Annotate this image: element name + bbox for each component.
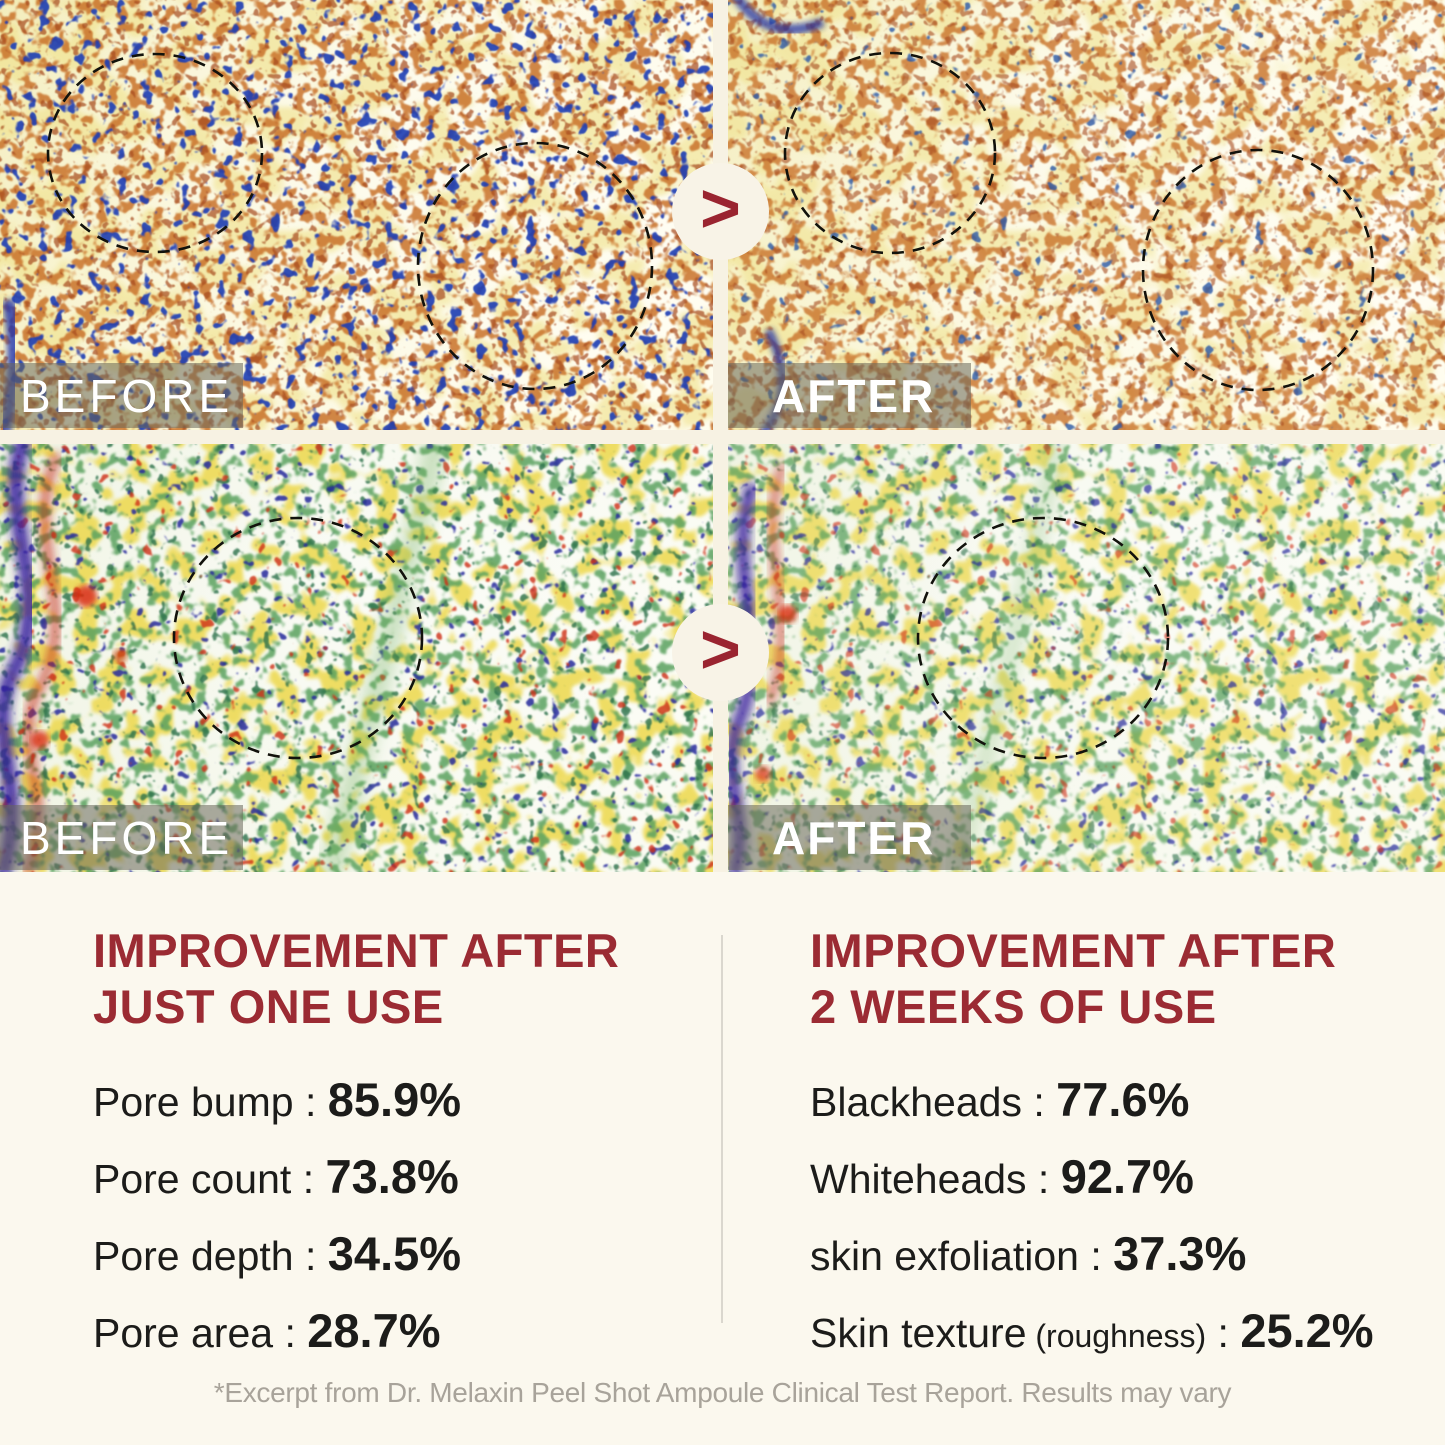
stat-separator: : xyxy=(1206,1309,1241,1356)
stat-row: Pore bump : 85.9% xyxy=(93,1072,673,1127)
stats-column-two-weeks: IMPROVEMENT AFTER 2 WEEKS OF USE Blackhe… xyxy=(810,923,1430,1380)
stat-separator: : xyxy=(291,1155,326,1202)
arrow-badge-bottom: > xyxy=(672,604,769,701)
stat-value: 25.2% xyxy=(1240,1303,1374,1357)
stats-rows: Blackheads : 77.6% Whiteheads : 92.7% sk… xyxy=(810,1072,1430,1358)
stat-separator: : xyxy=(1026,1155,1061,1202)
stat-note: (roughness) xyxy=(1026,1317,1207,1354)
stat-value: 37.3% xyxy=(1113,1226,1247,1280)
dashed-circle-annotation xyxy=(916,516,1170,760)
stat-row: Pore depth : 34.5% xyxy=(93,1226,673,1281)
stat-row: Pore area : 28.7% xyxy=(93,1303,673,1358)
disclaimer-footnote: *Excerpt from Dr. Melaxin Peel Shot Ampo… xyxy=(213,1377,1232,1408)
before-label-bar: BEFORE xyxy=(0,805,243,870)
stats-heading-two-weeks: IMPROVEMENT AFTER 2 WEEKS OF USE xyxy=(810,923,1430,1036)
before-label: BEFORE xyxy=(20,369,234,422)
stat-label: Pore bump xyxy=(93,1078,294,1125)
after-label: AFTER xyxy=(772,369,936,422)
stat-label: Whiteheads xyxy=(810,1155,1027,1202)
dashed-circle-annotation xyxy=(1141,148,1375,392)
skin-texture-layers xyxy=(728,0,1445,430)
skin-texture-after-pore xyxy=(728,0,1445,430)
dashed-circle-annotation xyxy=(172,516,424,760)
stat-value: 85.9% xyxy=(327,1072,462,1126)
skin-texture-before-blackheads xyxy=(0,444,713,872)
dashed-circle-annotation xyxy=(416,141,654,391)
chevron-right-icon: > xyxy=(700,609,741,688)
skin-texture-after-blackheads xyxy=(728,444,1445,872)
stat-separator: : xyxy=(293,1232,328,1279)
photo-before-texture: BEFORE xyxy=(0,444,713,872)
comparison-photo-grid: BEFORE xyxy=(0,0,1445,872)
photo-after-pore: AFTER xyxy=(728,0,1445,430)
stat-value: 73.8% xyxy=(325,1149,459,1203)
stat-value: 28.7% xyxy=(307,1303,441,1357)
stats-heading-one-use: IMPROVEMENT AFTER JUST ONE USE xyxy=(93,923,673,1036)
stat-separator: : xyxy=(1078,1232,1114,1279)
heading-line-2: JUST ONE USE xyxy=(93,980,444,1034)
stat-separator: : xyxy=(293,1078,328,1125)
stat-value: 34.5% xyxy=(327,1226,462,1280)
stat-label: Blackheads xyxy=(810,1078,1022,1125)
photo-after-texture: AFTER xyxy=(728,444,1445,872)
dashed-circle-annotation xyxy=(46,52,264,254)
chevron-right-icon: > xyxy=(700,168,741,247)
stats-column-one-use: IMPROVEMENT AFTER JUST ONE USE Pore bump… xyxy=(93,923,673,1380)
stat-separator: : xyxy=(273,1309,308,1356)
stat-label: skin exfoliation xyxy=(810,1232,1079,1279)
stat-row: Whiteheads : 92.7% xyxy=(810,1149,1430,1204)
stat-label: Skin texture xyxy=(810,1309,1027,1356)
stat-row: Pore count : 73.8% xyxy=(93,1149,673,1204)
stat-label: Pore depth xyxy=(93,1232,294,1279)
column-divider xyxy=(721,935,723,1323)
photo-before-pore: BEFORE xyxy=(0,0,713,430)
dashed-circle-annotation xyxy=(783,51,997,255)
arrow-badge-top: > xyxy=(672,163,769,260)
stat-row: Blackheads : 77.6% xyxy=(810,1072,1430,1127)
stat-row: Skin texture (roughness) : 25.2% xyxy=(810,1303,1430,1358)
before-label: BEFORE xyxy=(20,811,234,864)
skin-texture-layers xyxy=(0,0,713,430)
stat-value: 92.7% xyxy=(1060,1149,1194,1203)
after-label: AFTER xyxy=(772,811,936,864)
heading-line-1: IMPROVEMENT AFTER xyxy=(810,924,1337,977)
heading-line-2: 2 WEEKS OF USE xyxy=(810,980,1217,1034)
improvement-stats-panel: IMPROVEMENT AFTER JUST ONE USE Pore bump… xyxy=(0,872,1445,1445)
before-label-bar: BEFORE xyxy=(0,363,243,428)
stat-separator: : xyxy=(1021,1078,1057,1125)
after-label-bar: AFTER xyxy=(728,363,971,428)
stat-label: Pore area xyxy=(93,1309,274,1356)
stat-value: 77.6% xyxy=(1056,1072,1190,1126)
stats-rows: Pore bump : 85.9% Pore count : 73.8% Por… xyxy=(93,1072,673,1358)
after-label-bar: AFTER xyxy=(728,805,971,870)
stat-label: Pore count xyxy=(93,1155,292,1202)
skin-texture-before-pore xyxy=(0,0,713,430)
stat-row: skin exfoliation : 37.3% xyxy=(810,1226,1430,1281)
heading-line-1: IMPROVEMENT AFTER xyxy=(93,924,620,977)
skin-texture-layers xyxy=(728,444,1445,872)
